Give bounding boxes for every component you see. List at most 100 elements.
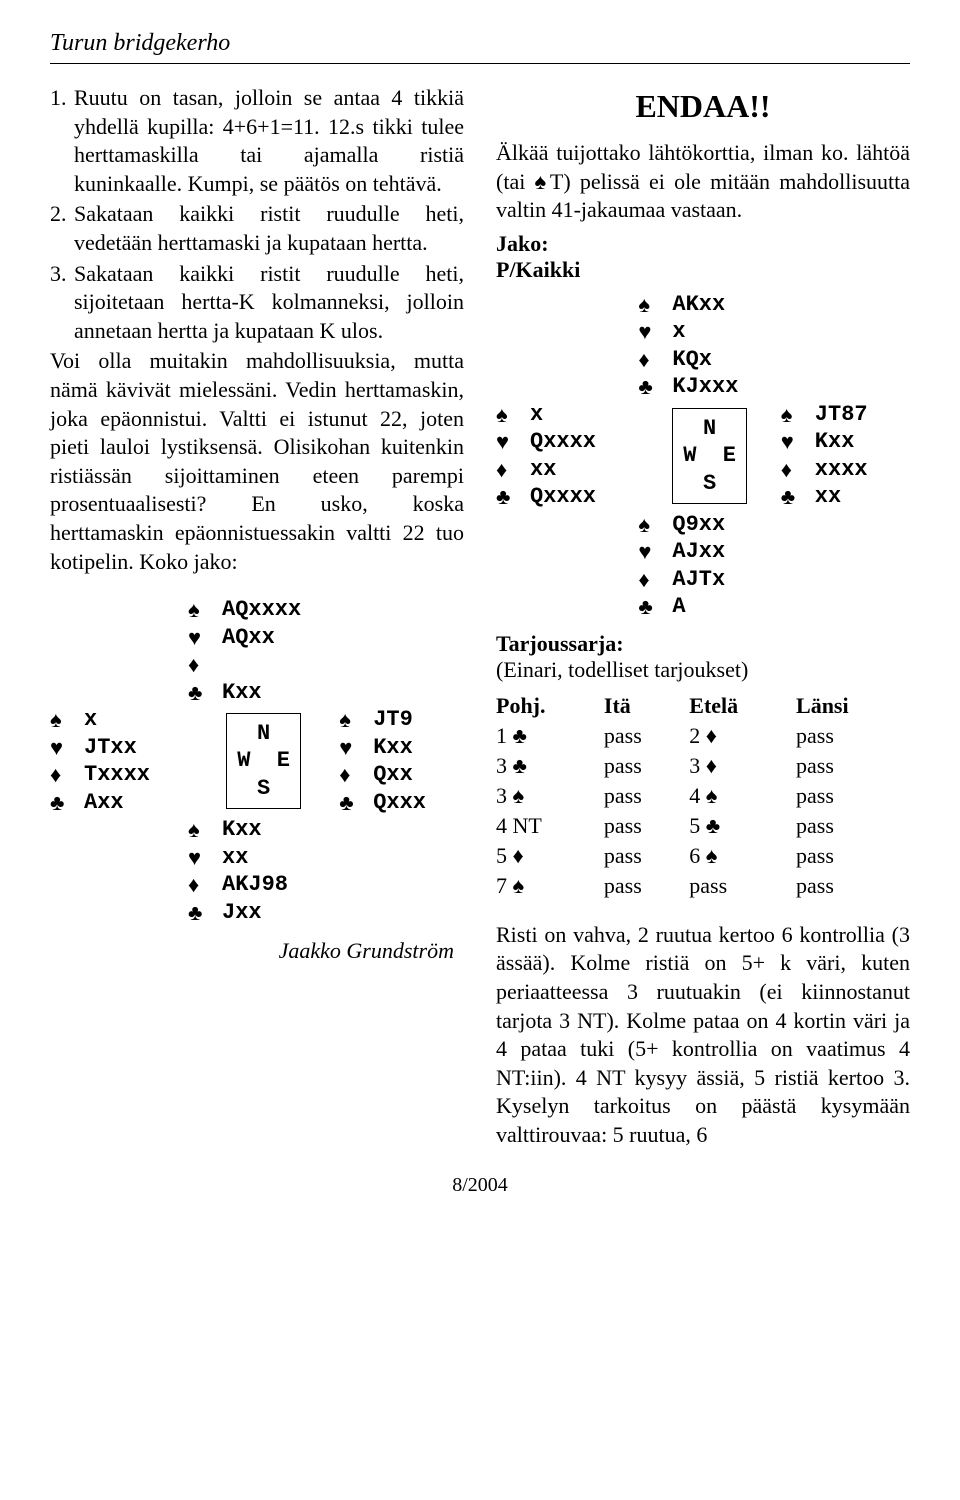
list-item: 2. Sakataan kaikki ristit ruudulle heti,…	[50, 200, 464, 257]
table-cell: 7 ♠	[496, 871, 604, 901]
north-hearts: x	[672, 318, 738, 346]
east-diamonds: xxxx	[815, 456, 868, 484]
heart-icon: ♥	[188, 624, 222, 652]
west-spades: x	[84, 706, 150, 734]
right-column: ENDAA!! Älkää tuijottako lähtökorttia, i…	[496, 84, 910, 1150]
bridge-deal-2: ♠AKxx ♥x ♦KQx ♣KJxxx ♠x ♥Qxxxx ♦xx ♣Qxxx…	[496, 291, 910, 621]
list-text: Sakataan kaikki ristit ruudulle heti, ve…	[74, 200, 464, 257]
club-icon: ♣	[781, 483, 815, 511]
list-number: 3.	[50, 260, 74, 346]
spade-icon: ♠	[188, 816, 222, 844]
list-number: 1.	[50, 84, 74, 198]
club-icon: ♣	[188, 899, 222, 927]
south-hearts: AJxx	[672, 538, 725, 566]
south-clubs: Jxx	[222, 899, 288, 927]
paragraph: Voi olla muitakin mahdollisuuksia, mutta…	[50, 347, 464, 576]
col-header: Länsi	[796, 691, 910, 721]
table-cell: 3 ♠	[496, 781, 604, 811]
spade-icon: ♠	[339, 706, 373, 734]
pkaikki-label: P/Kaikki	[496, 257, 910, 283]
west-diamonds: Txxxx	[84, 761, 150, 789]
tarjous-heading: Tarjoussarja: (Einari, todelliset tarjou…	[496, 631, 910, 683]
west-clubs: Axx	[84, 789, 150, 817]
page: Turun bridgekerho 1. Ruutu on tasan, jol…	[0, 0, 960, 1217]
table-cell: 5 ♦	[496, 841, 604, 871]
east-diamonds: Qxx	[373, 761, 426, 789]
table-cell: 5 ♣	[689, 811, 796, 841]
table-cell: 3 ♣	[496, 751, 604, 781]
paragraph: Älkää tuijottako lähtökorttia, ilman ko.…	[496, 139, 910, 225]
spade-icon: ♠	[496, 401, 530, 429]
east-hearts: Kxx	[815, 428, 868, 456]
endaa-heading: ENDAA!!	[496, 88, 910, 125]
heart-icon: ♥	[781, 428, 815, 456]
paragraph: Risti on vahva, 2 ruutua kertoo 6 kontro…	[496, 921, 910, 1150]
diamond-icon: ♦	[188, 871, 222, 899]
table-cell: pass	[604, 751, 689, 781]
club-icon: ♣	[496, 483, 530, 511]
col-header: Itä	[604, 691, 689, 721]
diamond-icon: ♦	[638, 566, 672, 594]
east-clubs: Qxxx	[373, 789, 426, 817]
bidding-rows: 1 ♣pass2 ♦pass3 ♣pass3 ♦pass3 ♠pass4 ♠pa…	[496, 721, 910, 901]
compass-w: W	[683, 443, 696, 468]
south-spades: Q9xx	[672, 511, 725, 539]
spade-icon: ♠	[638, 511, 672, 539]
compass-n: N	[683, 415, 736, 443]
compass-w: W	[237, 748, 250, 773]
bridge-deal-1: ♠AQxxxx ♥AQxx ♦ ♣Kxx ♠x ♥JTxx ♦Txxxx ♣Ax…	[50, 596, 464, 926]
table-cell: 4 ♠	[689, 781, 796, 811]
compass-box: N W E S	[666, 406, 753, 507]
two-columns: 1. Ruutu on tasan, jolloin se antaa 4 ti…	[50, 84, 910, 1150]
table-cell: pass	[689, 871, 796, 901]
west-diamonds: xx	[530, 456, 596, 484]
numbered-list: 1. Ruutu on tasan, jolloin se antaa 4 ti…	[50, 84, 464, 345]
bidding-table: Pohj. Itä Etelä Länsi 1 ♣pass2 ♦pass3 ♣p…	[496, 691, 910, 901]
south-diamonds: AJTx	[672, 566, 725, 594]
table-row: 3 ♠pass4 ♠pass	[496, 781, 910, 811]
club-icon: ♣	[339, 789, 373, 817]
heart-icon: ♥	[496, 428, 530, 456]
table-cell: 3 ♦	[689, 751, 796, 781]
spade-icon: ♠	[638, 291, 672, 319]
bridge-grid: ♠AKxx ♥x ♦KQx ♣KJxxx ♠x ♥Qxxxx ♦xx ♣Qxxx…	[496, 291, 910, 621]
diamond-icon: ♦	[781, 456, 815, 484]
heart-icon: ♥	[339, 734, 373, 762]
north-clubs: Kxx	[222, 679, 301, 707]
diamond-icon: ♦	[496, 456, 530, 484]
table-cell: pass	[604, 841, 689, 871]
table-cell: pass	[796, 871, 910, 901]
table-cell: pass	[796, 751, 910, 781]
north-hearts: AQxx	[222, 624, 301, 652]
north-spades: AKxx	[672, 291, 738, 319]
compass-s: S	[683, 470, 736, 498]
north-clubs: KJxxx	[672, 373, 738, 401]
south-hearts: xx	[222, 844, 288, 872]
table-cell: 4 NT	[496, 811, 604, 841]
list-number: 2.	[50, 200, 74, 257]
east-spades: JT9	[373, 706, 426, 734]
list-item: 1. Ruutu on tasan, jolloin se antaa 4 ti…	[50, 84, 464, 198]
col-header: Pohj.	[496, 691, 604, 721]
south-hand: ♠Q9xx ♥AJxx ♦AJTx ♣A	[638, 511, 725, 621]
south-diamonds: AKJ98	[222, 871, 288, 899]
north-diamonds: KQx	[672, 346, 738, 374]
heart-icon: ♥	[638, 318, 672, 346]
east-spades: JT87	[815, 401, 868, 429]
west-hearts: JTxx	[84, 734, 150, 762]
table-row: 5 ♦pass6 ♠pass	[496, 841, 910, 871]
north-spades: AQxxxx	[222, 596, 301, 624]
east-hearts: Kxx	[373, 734, 426, 762]
diamond-icon: ♦	[50, 761, 84, 789]
east-hand: ♠JT87 ♥Kxx ♦xxxx ♣xx	[781, 401, 868, 511]
spade-icon: ♠	[188, 596, 222, 624]
heart-icon: ♥	[638, 538, 672, 566]
table-cell: pass	[796, 721, 910, 751]
north-diamonds	[222, 651, 301, 679]
east-hand: ♠JT9 ♥Kxx ♦Qxx ♣Qxxx	[339, 706, 426, 816]
club-icon: ♣	[50, 789, 84, 817]
list-text: Ruutu on tasan, jolloin se antaa 4 tikki…	[74, 84, 464, 198]
table-row: 7 ♠passpasspass	[496, 871, 910, 901]
compass-n: N	[237, 720, 290, 748]
club-icon: ♣	[638, 593, 672, 621]
